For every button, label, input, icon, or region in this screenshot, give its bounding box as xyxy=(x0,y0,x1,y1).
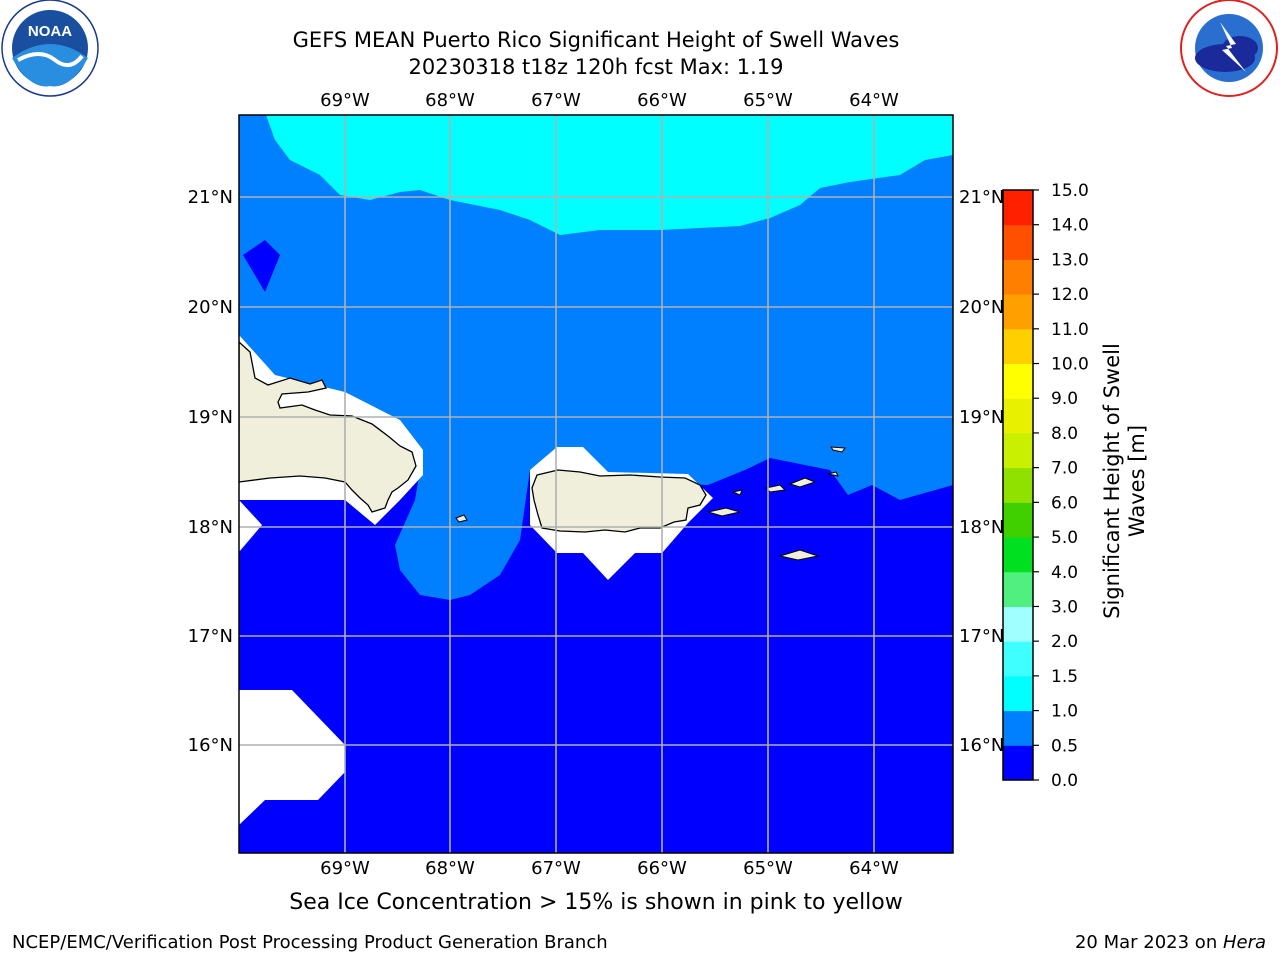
colorbar-segment xyxy=(1003,606,1033,642)
lat-label-right: 17°N xyxy=(959,626,1004,647)
lat-label-left: 16°N xyxy=(188,735,233,756)
lat-label-right: 19°N xyxy=(959,407,1004,428)
colorbar-tick-label: 0.5 xyxy=(1051,736,1078,756)
footer-date-text: 20 Mar 2023 on xyxy=(1074,932,1223,953)
map-frame xyxy=(238,114,954,854)
colorbar-tick-label: 13.0 xyxy=(1051,250,1089,270)
colorbar-segment xyxy=(1003,675,1033,712)
lat-label-right: 18°N xyxy=(959,517,1004,538)
colorbar-tick-label: 14.0 xyxy=(1051,216,1089,236)
lon-label-bottom: 68°W xyxy=(425,858,475,879)
nws-logo xyxy=(1180,0,1278,97)
lat-label-right: 21°N xyxy=(959,187,1004,208)
gridlines xyxy=(239,115,953,853)
noaa-logo: NOAA xyxy=(1,0,99,97)
colorbar-segment xyxy=(1003,294,1033,330)
lon-label-bottom: 67°W xyxy=(531,858,581,879)
colorbar-tick-label: 0.0 xyxy=(1051,771,1078,791)
lon-label-bottom: 69°W xyxy=(320,858,370,879)
colorbar-segment xyxy=(1003,363,1033,399)
noaa-logo-text: NOAA xyxy=(28,23,72,40)
colorbar-tick-label: 4.0 xyxy=(1051,563,1078,583)
land-anegada xyxy=(830,446,846,453)
land-virgin-gorda xyxy=(827,471,839,477)
lon-label-top: 67°W xyxy=(531,90,581,111)
colorbar-label: Significant Height of Swell Waves [m] xyxy=(1100,330,1150,640)
lon-label-bottom: 64°W xyxy=(849,858,899,879)
colorbar-tick-label: 3.0 xyxy=(1051,597,1078,617)
colorbar-segment xyxy=(1003,502,1033,538)
swell-height-field xyxy=(239,115,953,853)
colorbar-tick-label: 15.0 xyxy=(1051,181,1089,201)
lon-label-top: 66°W xyxy=(637,90,687,111)
sea-ice-caption: Sea Ice Concentration > 15% is shown in … xyxy=(289,890,903,915)
footer-system: Hera xyxy=(1222,932,1266,953)
colorbar-label-line2: Waves [m] xyxy=(1125,424,1149,538)
colorbar-segment xyxy=(1003,745,1033,781)
colorbar-segment xyxy=(1003,641,1033,677)
colorbar-tick-label: 9.0 xyxy=(1051,389,1078,409)
colorbar-label-line1: Significant Height of Swell xyxy=(1100,343,1124,619)
colorbar-frame xyxy=(1002,189,1034,781)
lon-label-top: 65°W xyxy=(743,90,793,111)
lon-labels-bottom: 69°W 68°W 67°W 66°W 65°W 64°W xyxy=(320,858,899,879)
title-line-2: 20230318 t18z 120h fcst Max: 1.19 xyxy=(408,55,784,79)
band-0-0.5-patch xyxy=(243,240,280,292)
colorbar-segment xyxy=(1003,259,1033,295)
land-st-croix xyxy=(778,549,820,561)
lat-label-left: 19°N xyxy=(188,407,233,428)
lon-label-bottom: 65°W xyxy=(743,858,793,879)
colorbar-segment xyxy=(1003,224,1033,260)
lat-label-right: 20°N xyxy=(959,297,1004,318)
land-culebra xyxy=(731,489,743,496)
lat-label-left: 17°N xyxy=(188,626,233,647)
lon-labels-top: 69°W 68°W 67°W 66°W 65°W 64°W xyxy=(320,90,899,111)
no-data-west-edge xyxy=(239,500,262,552)
colorbar-tick-label: 10.0 xyxy=(1051,355,1089,375)
lat-label-left: 21°N xyxy=(188,187,233,208)
lon-label-top: 69°W xyxy=(320,90,370,111)
no-data-southwest xyxy=(239,690,345,825)
lat-label-left: 20°N xyxy=(188,297,233,318)
colorbar-tick-label: 1.5 xyxy=(1051,667,1078,687)
band-1.0-1.5 xyxy=(266,115,953,235)
colorbar-segment xyxy=(1003,190,1033,226)
colorbar-tick-label: 1.0 xyxy=(1051,702,1078,722)
land-hispaniola xyxy=(239,341,417,513)
lat-labels-left: 21°N 20°N 19°N 18°N 17°N 16°N xyxy=(188,187,233,756)
land-tortola xyxy=(788,477,817,488)
lon-label-bottom: 66°W xyxy=(637,858,687,879)
land-vieques xyxy=(707,507,741,517)
lat-label-right: 16°N xyxy=(959,735,1004,756)
colorbar-tick-label: 7.0 xyxy=(1051,459,1078,479)
footer-branch: NCEP/EMC/Verification Post Processing Pr… xyxy=(12,932,608,953)
colorbar-tick-label: 6.0 xyxy=(1051,493,1078,513)
colorbar-tick-label: 8.0 xyxy=(1051,424,1078,444)
lat-label-left: 18°N xyxy=(188,517,233,538)
colorbar-segment xyxy=(1003,467,1033,503)
colorbar-ticks: 0.0 0.5 1.0 1.5 2.0 3.0 4.0 5.0 6.0 7.0 8.0 9.0 10.0… xyxy=(1033,181,1089,791)
land-mona-island xyxy=(455,514,468,523)
colorbar-segment xyxy=(1003,328,1033,365)
colorbar-tick-label: 2.0 xyxy=(1051,632,1078,652)
colorbar-tick-label: 11.0 xyxy=(1051,320,1089,340)
lon-label-top: 68°W xyxy=(425,90,475,111)
colorbar-tick-label: 5.0 xyxy=(1051,528,1078,548)
lat-labels-right: 21°N 20°N 19°N 18°N 17°N 16°N xyxy=(959,187,1004,756)
lon-label-top: 64°W xyxy=(849,90,899,111)
title-line-1: GEFS MEAN Puerto Rico Significant Height… xyxy=(292,28,900,52)
colorbar-segment xyxy=(1003,710,1033,746)
colorbar-segment xyxy=(1003,537,1033,573)
colorbar-segment xyxy=(1003,398,1033,434)
band-0.5-1.0 xyxy=(239,115,953,600)
colorbar-segment xyxy=(1003,432,1033,469)
footer-date: 20 Mar 2023 on Hera xyxy=(1075,932,1266,953)
colorbar-segment xyxy=(1003,571,1033,607)
colorbar-tick-label: 12.0 xyxy=(1051,285,1089,305)
colorbar xyxy=(1002,189,1034,781)
